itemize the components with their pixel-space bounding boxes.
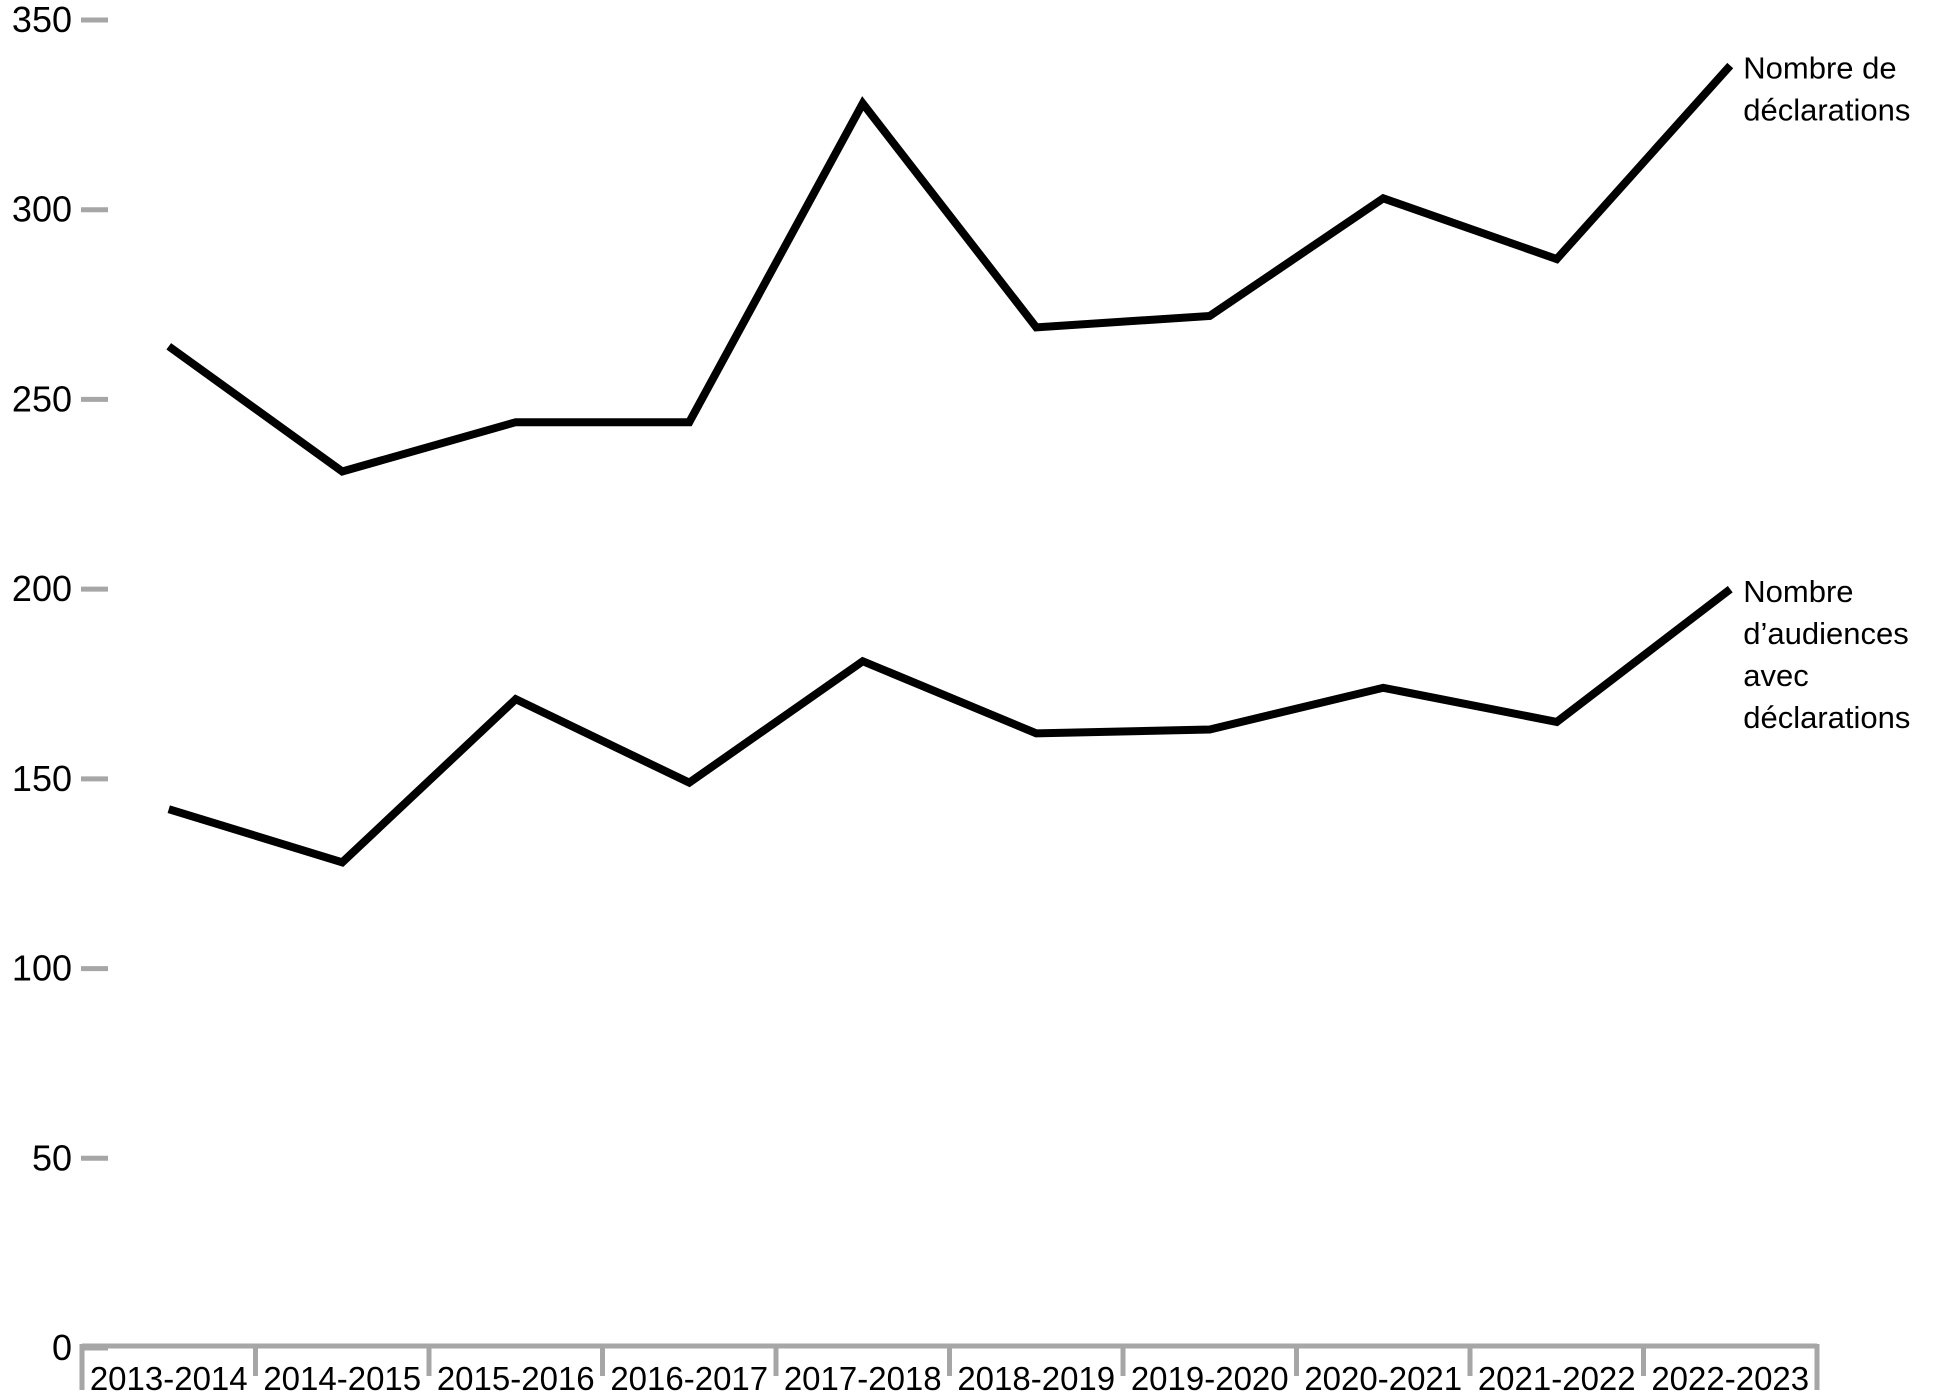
series-labels: Nombre de déclarations Nombre d’audiences av… (1743, 51, 1910, 736)
series-line-0 (166, 62, 1734, 476)
x-category-label: 2014-2015 (263, 1360, 421, 1397)
x-category-label: 2017-2018 (784, 1360, 942, 1397)
y-tick-label: 250 (12, 378, 72, 419)
series-label-1: d’audiences (1743, 616, 1908, 651)
y-axis: 0 50 100 150 200 250 300 350 (12, 0, 108, 1368)
x-category-label: 2018-2019 (957, 1360, 1115, 1397)
series-label-1: Nombre (1743, 574, 1853, 609)
y-tick-label: 100 (12, 948, 72, 989)
y-tick-label: 0 (52, 1327, 72, 1368)
x-category-label: 2022-2023 (1651, 1360, 1809, 1397)
y-tick-label: 200 (12, 568, 72, 609)
x-axis: 2013-2014 2014-2015 2015-2016 2016-2017 2017… (79, 1343, 1820, 1397)
series-label-1: avec (1743, 658, 1808, 693)
x-category-label: 2019-2020 (1131, 1360, 1289, 1397)
y-tick-label: 50 (32, 1137, 72, 1178)
series-line-1 (167, 585, 1733, 867)
series-label-0: déclarations (1743, 93, 1910, 128)
x-category-label: 2016-2017 (610, 1360, 768, 1397)
x-category-label: 2013-2014 (90, 1360, 248, 1397)
x-category-label: 2020-2021 (1304, 1360, 1462, 1397)
series-label-1: déclarations (1743, 700, 1910, 735)
y-tick-label: 350 (12, 0, 72, 40)
y-tick-label: 150 (12, 758, 72, 799)
y-tick-label: 300 (12, 189, 72, 230)
series-lines (166, 62, 1734, 867)
series-label-0: Nombre de (1743, 51, 1896, 86)
x-category-label: 2015-2016 (437, 1360, 595, 1397)
x-category-label: 2021-2022 (1478, 1360, 1636, 1397)
